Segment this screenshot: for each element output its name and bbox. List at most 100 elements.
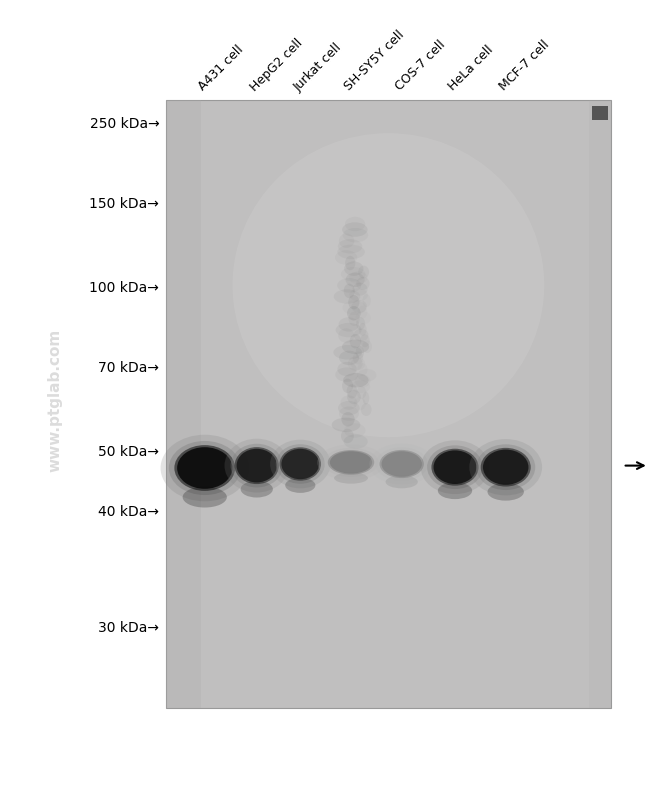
Ellipse shape — [380, 450, 424, 478]
Ellipse shape — [281, 449, 319, 479]
Ellipse shape — [337, 278, 361, 293]
Ellipse shape — [483, 450, 528, 485]
Ellipse shape — [344, 434, 368, 449]
Ellipse shape — [328, 450, 374, 474]
Ellipse shape — [235, 447, 279, 484]
Text: 250 kDa→: 250 kDa→ — [90, 117, 159, 131]
Ellipse shape — [369, 443, 434, 485]
Ellipse shape — [339, 406, 359, 421]
Ellipse shape — [233, 134, 544, 437]
Ellipse shape — [342, 222, 367, 237]
Ellipse shape — [285, 478, 315, 493]
Ellipse shape — [347, 306, 361, 321]
Ellipse shape — [339, 318, 359, 332]
Ellipse shape — [276, 444, 325, 484]
Ellipse shape — [344, 284, 355, 298]
Ellipse shape — [346, 384, 358, 398]
Ellipse shape — [354, 329, 369, 342]
Ellipse shape — [438, 482, 472, 499]
Ellipse shape — [348, 295, 359, 310]
Ellipse shape — [385, 475, 418, 488]
Ellipse shape — [349, 289, 368, 302]
Ellipse shape — [350, 334, 361, 348]
Bar — [166, 100, 202, 708]
Text: HepG2 cell: HepG2 cell — [248, 36, 305, 94]
Ellipse shape — [338, 328, 354, 342]
Ellipse shape — [432, 449, 478, 486]
Ellipse shape — [174, 445, 235, 491]
Ellipse shape — [341, 412, 355, 426]
Ellipse shape — [352, 283, 367, 296]
Ellipse shape — [356, 346, 364, 358]
Ellipse shape — [356, 318, 365, 330]
Text: MCF-7 cell: MCF-7 cell — [497, 38, 552, 94]
Text: SH-SY5Y cell: SH-SY5Y cell — [342, 29, 407, 94]
Ellipse shape — [363, 392, 369, 405]
Ellipse shape — [488, 483, 524, 501]
Ellipse shape — [330, 451, 372, 474]
Ellipse shape — [358, 266, 369, 278]
Ellipse shape — [342, 378, 353, 393]
Ellipse shape — [335, 323, 361, 338]
Bar — [166, 100, 611, 708]
Text: 40 kDa→: 40 kDa→ — [98, 505, 159, 519]
Ellipse shape — [421, 440, 489, 494]
Ellipse shape — [169, 441, 240, 495]
Ellipse shape — [339, 234, 354, 248]
Bar — [589, 100, 611, 708]
Ellipse shape — [334, 473, 368, 484]
Ellipse shape — [348, 312, 359, 326]
Text: A431 cell: A431 cell — [196, 43, 246, 94]
Ellipse shape — [343, 373, 369, 387]
Ellipse shape — [335, 250, 358, 265]
Ellipse shape — [376, 447, 428, 481]
Ellipse shape — [357, 386, 366, 399]
Text: COS-7 cell: COS-7 cell — [393, 38, 448, 94]
Text: 30 kDa→: 30 kDa→ — [98, 621, 159, 635]
Ellipse shape — [161, 434, 249, 502]
Ellipse shape — [347, 390, 361, 404]
Ellipse shape — [361, 403, 372, 416]
Ellipse shape — [317, 445, 385, 480]
Ellipse shape — [183, 486, 227, 507]
Ellipse shape — [339, 350, 359, 365]
Ellipse shape — [237, 449, 277, 482]
Ellipse shape — [346, 273, 365, 287]
Ellipse shape — [338, 401, 359, 415]
Ellipse shape — [363, 294, 370, 307]
Ellipse shape — [335, 367, 358, 382]
Ellipse shape — [341, 395, 358, 410]
Ellipse shape — [338, 239, 362, 254]
Text: Jurkat cell: Jurkat cell — [291, 41, 344, 94]
Ellipse shape — [362, 340, 372, 353]
Text: www.ptglab.com: www.ptglab.com — [47, 328, 63, 472]
Ellipse shape — [382, 451, 422, 477]
Ellipse shape — [358, 369, 376, 382]
Ellipse shape — [353, 352, 363, 364]
Ellipse shape — [333, 290, 360, 304]
Ellipse shape — [345, 217, 365, 231]
Ellipse shape — [270, 440, 330, 488]
Ellipse shape — [476, 444, 536, 490]
Ellipse shape — [341, 429, 354, 443]
Text: 70 kDa→: 70 kDa→ — [98, 361, 159, 375]
Ellipse shape — [469, 439, 542, 495]
Ellipse shape — [224, 438, 289, 493]
Ellipse shape — [343, 228, 368, 242]
Ellipse shape — [341, 267, 365, 282]
Text: HeLa cell: HeLa cell — [446, 44, 496, 94]
Ellipse shape — [240, 481, 273, 498]
Ellipse shape — [337, 362, 357, 376]
Ellipse shape — [356, 277, 370, 290]
Ellipse shape — [345, 256, 356, 270]
Ellipse shape — [355, 374, 370, 387]
Ellipse shape — [280, 447, 321, 481]
Ellipse shape — [352, 300, 367, 313]
Ellipse shape — [332, 418, 360, 432]
Text: 100 kDa→: 100 kDa→ — [90, 281, 159, 295]
Ellipse shape — [231, 444, 283, 487]
Ellipse shape — [434, 450, 476, 484]
Ellipse shape — [359, 323, 367, 336]
Ellipse shape — [177, 447, 233, 489]
Ellipse shape — [344, 262, 363, 276]
